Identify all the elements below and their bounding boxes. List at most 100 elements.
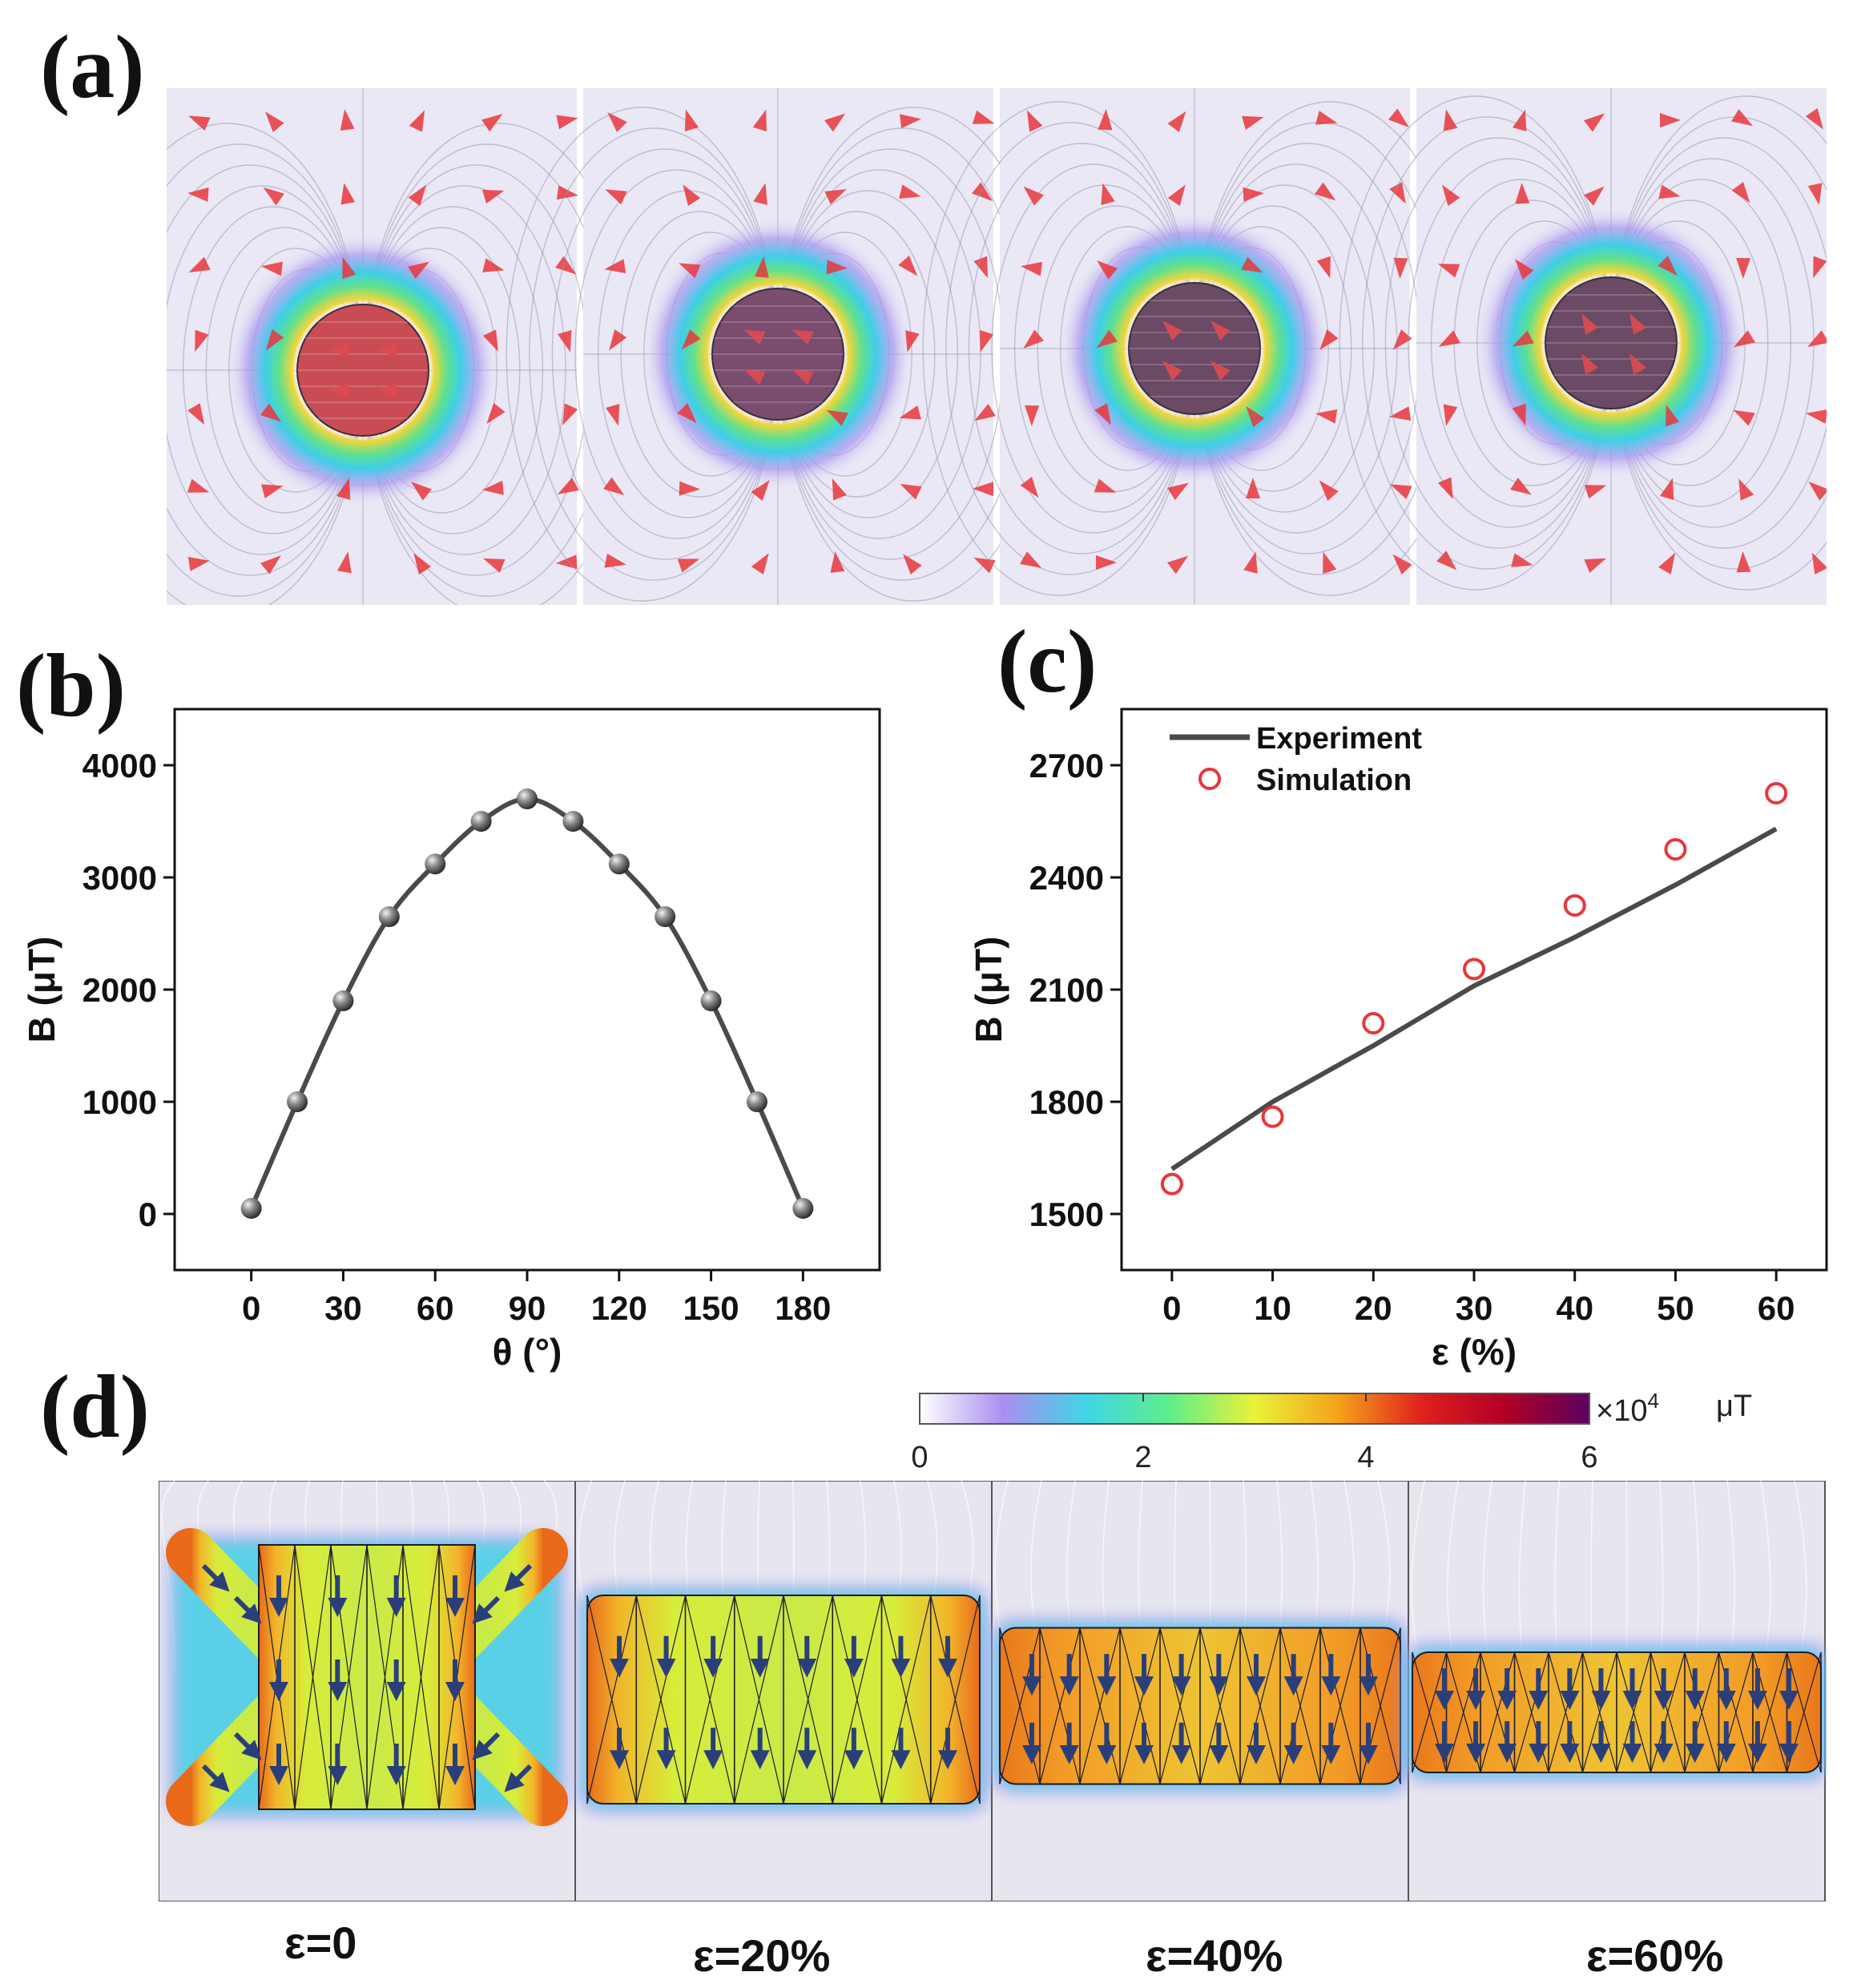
field-arrow <box>1167 482 1189 501</box>
data-point-b <box>332 990 354 1011</box>
field-arrow <box>1510 477 1532 495</box>
x-tick-label: 0 <box>242 1289 260 1327</box>
magnetization-arrow <box>233 1595 262 1624</box>
field-arrow <box>340 109 355 131</box>
magnet-arrow <box>376 383 397 397</box>
field-arrow <box>1389 182 1406 204</box>
magnet-disk <box>1545 276 1678 409</box>
x-tick-label: 120 <box>591 1289 647 1327</box>
magnet-arrow <box>376 343 397 357</box>
field-tile-1 <box>167 88 635 605</box>
field-arrow <box>1658 552 1676 575</box>
deformation-tile-2 <box>574 1481 993 1901</box>
field-arrow <box>1023 329 1044 349</box>
x-tick-label: 30 <box>324 1289 362 1327</box>
field-arrow <box>830 551 845 573</box>
y-tick-label: 1800 <box>1029 1083 1104 1121</box>
magnetization-arrow <box>504 1563 533 1592</box>
y-tick-label: 2400 <box>1029 859 1104 897</box>
field-arrow <box>826 409 848 426</box>
deformation-tile-1 <box>159 1481 576 1901</box>
y-tick-label: 1000 <box>83 1083 157 1121</box>
field-arrow <box>751 479 770 501</box>
magnet-arrow <box>1210 361 1231 381</box>
field-arrow <box>263 187 284 206</box>
magnetization-arrow <box>233 1732 262 1760</box>
field-arrow <box>1736 257 1751 279</box>
colorbar-gradient <box>919 1393 1590 1425</box>
field-arrow <box>1094 478 1117 493</box>
x-tick-label: 20 <box>1355 1289 1392 1327</box>
field-arrow <box>260 403 282 422</box>
y-tick-label: 2000 <box>83 971 157 1009</box>
field-arrow <box>972 182 993 201</box>
panel-label-c: (c) <box>997 612 1098 712</box>
field-arrow <box>1806 409 1827 424</box>
strain-label-0: ε=0 <box>284 1917 357 1968</box>
field-arrow <box>1243 551 1258 574</box>
field-arrow <box>1021 261 1043 276</box>
field-arrow <box>1323 551 1337 575</box>
field-arrow <box>482 258 505 272</box>
field-arrow <box>261 261 284 276</box>
field-arrow <box>1584 113 1605 132</box>
field-arrow <box>1026 110 1043 132</box>
magnet-arrow <box>1581 313 1598 335</box>
data-point-simulation <box>1463 958 1485 981</box>
field-arrow <box>1811 552 1827 575</box>
magnet-arrow <box>328 383 348 397</box>
magnet-arrow <box>1162 321 1182 341</box>
colorbar-tick-4: 4 <box>1357 1441 1374 1474</box>
field-arrow <box>1437 264 1460 278</box>
field-arrow <box>1095 554 1117 570</box>
field-arrow <box>903 554 922 575</box>
field-arrow <box>607 112 627 132</box>
colorbar: 0 2 4 6 ×104 μT <box>911 1389 1752 1474</box>
magnetization-arrow <box>201 1563 230 1592</box>
data-point-simulation <box>1664 838 1687 861</box>
data-point-b <box>608 853 630 875</box>
panel-label-d: (d) <box>40 1357 150 1457</box>
deformation-tile-4 <box>1401 1481 1827 1901</box>
field-arrow <box>1246 405 1265 427</box>
field-arrow <box>683 184 701 206</box>
legend-simulation: Simulation <box>1256 764 1412 797</box>
field-arrow <box>1658 256 1678 276</box>
x-tick-label: 0 <box>1162 1289 1181 1327</box>
field-arrow <box>1315 409 1338 424</box>
field-arrow <box>1098 109 1113 131</box>
chart-c: 0 10 20 30 40 50 60 1500 1800 2100 2400 2700 ε (%) B … <box>968 708 1828 1373</box>
field-arrow <box>1731 109 1753 127</box>
field-arrow <box>1393 257 1408 279</box>
field-arrow <box>1738 478 1754 501</box>
field-arrow <box>679 481 700 496</box>
field-arrow <box>481 114 503 132</box>
field-arrow <box>1511 553 1533 567</box>
field-arrow <box>898 256 918 276</box>
field-arrow <box>1315 182 1336 201</box>
data-point-b <box>470 811 492 832</box>
field-arrow <box>1436 550 1457 571</box>
field-arrow <box>413 553 432 575</box>
field-arrow <box>1096 329 1118 349</box>
field-arrow <box>751 553 769 575</box>
field-arrow <box>1807 330 1827 348</box>
field-arrow <box>1167 111 1186 132</box>
field-arrow <box>1805 108 1823 130</box>
field-arrow <box>973 482 994 497</box>
y-tick-label: 1500 <box>1029 1196 1104 1233</box>
field-tile-2 <box>506 88 1050 605</box>
magnetization-arrow <box>472 1595 501 1624</box>
field-arrow <box>1512 403 1526 426</box>
field-arrow <box>1101 183 1115 205</box>
field-arrow <box>1437 477 1453 499</box>
x-axis-label: θ (°) <box>493 1331 562 1373</box>
field-arrow <box>481 189 505 204</box>
field-arrow <box>1659 113 1681 128</box>
y-tick-label: 0 <box>139 1196 157 1233</box>
strain-label-60: ε=60% <box>1586 1930 1724 1981</box>
colorbar-multiplier: ×104 <box>1596 1389 1659 1428</box>
field-arrow <box>1736 551 1751 573</box>
y-axis-label: B (μT) <box>21 937 62 1043</box>
y-tick-label: 2700 <box>1029 747 1104 784</box>
